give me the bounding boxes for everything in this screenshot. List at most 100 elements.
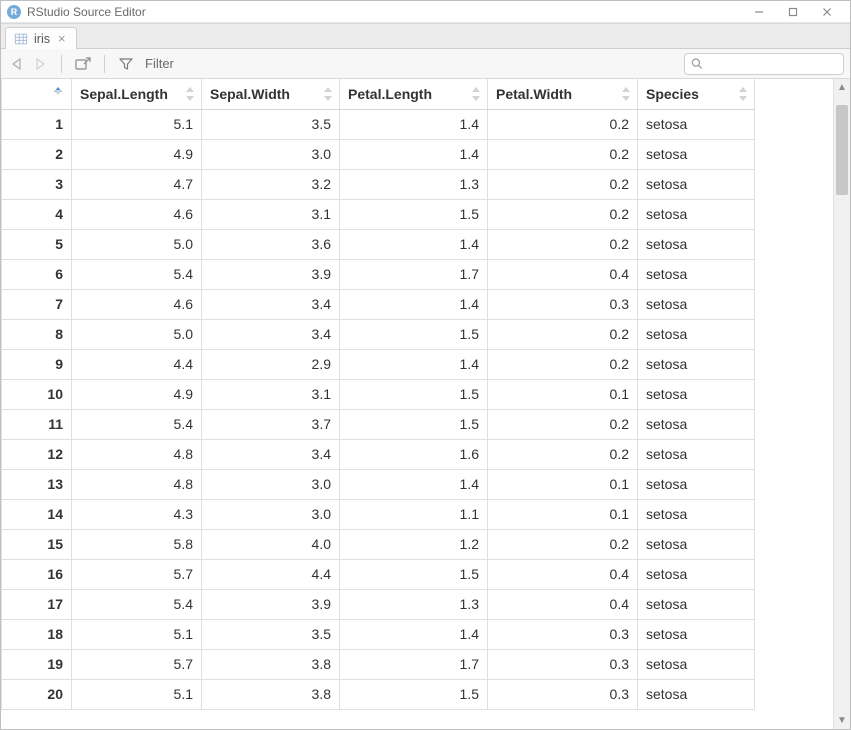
table-row[interactable]: 65.43.91.70.4setosa <box>2 259 755 289</box>
data-cell: 1.1 <box>340 499 488 529</box>
row-number-cell: 3 <box>2 169 72 199</box>
col-header-sepal-width[interactable]: Sepal.Width <box>202 79 340 109</box>
data-cell: 0.2 <box>488 199 638 229</box>
data-table: Sepal.Length Sepal.Width Petal.Length <box>1 79 755 710</box>
data-cell: 3.1 <box>202 199 340 229</box>
data-cell: 3.7 <box>202 409 340 439</box>
data-cell: 1.5 <box>340 409 488 439</box>
row-number-cell: 10 <box>2 379 72 409</box>
rownum-header[interactable] <box>2 79 72 109</box>
data-cell: 0.2 <box>488 169 638 199</box>
data-cell: 1.3 <box>340 169 488 199</box>
table-row[interactable]: 44.63.11.50.2setosa <box>2 199 755 229</box>
scroll-down-arrow-icon[interactable]: ▼ <box>834 712 850 729</box>
col-header-species[interactable]: Species <box>638 79 755 109</box>
data-cell: 5.1 <box>72 619 202 649</box>
source-editor-window: R RStudio Source Editor iris × <box>0 0 851 730</box>
data-cell: 3.9 <box>202 259 340 289</box>
back-button[interactable] <box>7 53 29 75</box>
close-button[interactable] <box>810 2 844 22</box>
row-number-cell: 4 <box>2 199 72 229</box>
table-row[interactable]: 205.13.81.50.3setosa <box>2 679 755 709</box>
data-cell: 3.0 <box>202 469 340 499</box>
data-cell: setosa <box>638 169 755 199</box>
data-cell: 5.7 <box>72 559 202 589</box>
table-row[interactable]: 15.13.51.40.2setosa <box>2 109 755 139</box>
data-cell: 0.2 <box>488 109 638 139</box>
data-cell: 5.8 <box>72 529 202 559</box>
data-cell: 0.3 <box>488 619 638 649</box>
data-cell: 0.1 <box>488 469 638 499</box>
data-cell: setosa <box>638 109 755 139</box>
data-cell: 0.3 <box>488 679 638 709</box>
table-row[interactable]: 55.03.61.40.2setosa <box>2 229 755 259</box>
titlebar: R RStudio Source Editor <box>1 1 850 23</box>
tab-iris[interactable]: iris × <box>5 27 77 50</box>
scroll-up-arrow-icon[interactable]: ▲ <box>834 79 850 96</box>
data-cell: 4.0 <box>202 529 340 559</box>
table-header-row: Sepal.Length Sepal.Width Petal.Length <box>2 79 755 109</box>
table-row[interactable]: 94.42.91.40.2setosa <box>2 349 755 379</box>
row-number-cell: 7 <box>2 289 72 319</box>
data-cell: 5.4 <box>72 409 202 439</box>
row-number-cell: 17 <box>2 589 72 619</box>
table-row[interactable]: 124.83.41.60.2setosa <box>2 439 755 469</box>
data-cell: setosa <box>638 199 755 229</box>
row-number-cell: 12 <box>2 439 72 469</box>
scroll-thumb[interactable] <box>836 105 848 195</box>
col-header-petal-length[interactable]: Petal.Length <box>340 79 488 109</box>
table-row[interactable]: 185.13.51.40.3setosa <box>2 619 755 649</box>
table-row[interactable]: 24.93.01.40.2setosa <box>2 139 755 169</box>
table-row[interactable]: 74.63.41.40.3setosa <box>2 289 755 319</box>
sort-indicator-icon <box>621 87 631 101</box>
data-cell: setosa <box>638 289 755 319</box>
data-cell: 3.8 <box>202 649 340 679</box>
data-cell: setosa <box>638 139 755 169</box>
data-cell: setosa <box>638 409 755 439</box>
table-row[interactable]: 115.43.71.50.2setosa <box>2 409 755 439</box>
table-row[interactable]: 165.74.41.50.4setosa <box>2 559 755 589</box>
col-label: Sepal.Length <box>80 86 168 102</box>
sort-indicator-icon <box>738 87 748 101</box>
data-cell: 5.4 <box>72 259 202 289</box>
data-cell: 1.3 <box>340 589 488 619</box>
data-cell: setosa <box>638 319 755 349</box>
data-cell: setosa <box>638 529 755 559</box>
col-header-petal-width[interactable]: Petal.Width <box>488 79 638 109</box>
forward-button[interactable] <box>29 53 51 75</box>
table-row[interactable]: 195.73.81.70.3setosa <box>2 649 755 679</box>
table-row[interactable]: 144.33.01.10.1setosa <box>2 499 755 529</box>
data-cell: 4.6 <box>72 289 202 319</box>
data-cell: 1.4 <box>340 139 488 169</box>
data-cell: 1.5 <box>340 379 488 409</box>
table-row[interactable]: 85.03.41.50.2setosa <box>2 319 755 349</box>
table-viewport: Sepal.Length Sepal.Width Petal.Length <box>1 79 833 729</box>
data-frame-icon <box>14 32 28 46</box>
data-cell: 0.2 <box>488 139 638 169</box>
data-cell: 1.6 <box>340 439 488 469</box>
row-number-cell: 18 <box>2 619 72 649</box>
search-box[interactable] <box>684 53 844 75</box>
col-header-sepal-length[interactable]: Sepal.Length <box>72 79 202 109</box>
data-cell: 0.2 <box>488 409 638 439</box>
table-row[interactable]: 104.93.11.50.1setosa <box>2 379 755 409</box>
table-row[interactable]: 34.73.21.30.2setosa <box>2 169 755 199</box>
filter-button[interactable] <box>115 53 137 75</box>
minimize-button[interactable] <box>742 2 776 22</box>
table-row[interactable]: 175.43.91.30.4setosa <box>2 589 755 619</box>
table-row[interactable]: 155.84.01.20.2setosa <box>2 529 755 559</box>
search-input[interactable] <box>707 56 837 72</box>
show-in-new-window-button[interactable] <box>72 53 94 75</box>
sort-indicator-icon <box>53 87 63 95</box>
vertical-scrollbar[interactable]: ▲ ▼ <box>833 79 850 729</box>
maximize-button[interactable] <box>776 2 810 22</box>
data-cell: setosa <box>638 679 755 709</box>
data-cell: setosa <box>638 379 755 409</box>
data-cell: setosa <box>638 469 755 499</box>
data-cell: 0.1 <box>488 499 638 529</box>
search-icon <box>691 57 703 70</box>
close-tab-icon[interactable]: × <box>56 32 68 45</box>
table-row[interactable]: 134.83.01.40.1setosa <box>2 469 755 499</box>
data-cell: 3.8 <box>202 679 340 709</box>
funnel-icon <box>118 56 134 72</box>
